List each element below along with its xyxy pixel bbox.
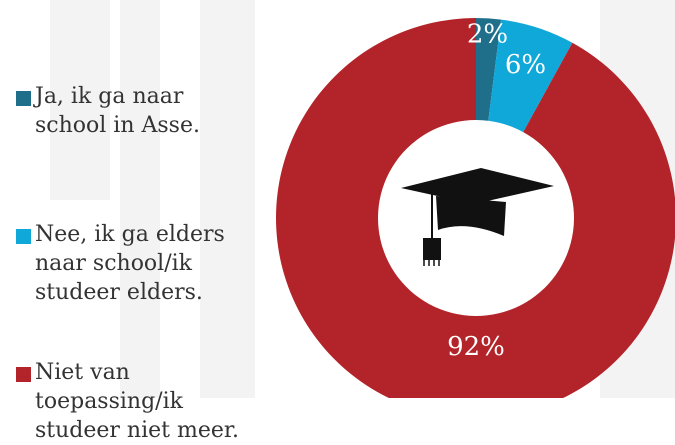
legend-item: Nee, ik ga elders naar school/ik studeer…: [16, 220, 275, 307]
donut-chart: 2%6% 92%: [276, 18, 675, 398]
legend-swatch: [16, 91, 31, 106]
legend-label: Ja, ik ga naar school in Asse.: [35, 84, 200, 138]
donut-slices: [276, 18, 675, 398]
background-stripe: [120, 0, 160, 398]
legend-label: Nee, ik ga elders naar school/ik studeer…: [35, 222, 225, 305]
background-stripe: [200, 0, 255, 398]
donut-slice: [476, 18, 502, 121]
graduation-cap-icon: [401, 168, 554, 266]
donut-labels: 2%6% 92%: [447, 19, 546, 362]
donut-slice: [488, 19, 573, 133]
slice-label: 92%: [447, 332, 505, 362]
legend-item: Ja, ik ga naar school in Asse.: [16, 82, 275, 140]
donut-slice: [276, 18, 675, 398]
legend-swatch: [16, 367, 31, 382]
slice-label: 6%: [505, 50, 546, 80]
legend-swatch: [16, 229, 31, 244]
background-stripe: [50, 0, 110, 200]
slice-label: 2%: [467, 19, 508, 49]
